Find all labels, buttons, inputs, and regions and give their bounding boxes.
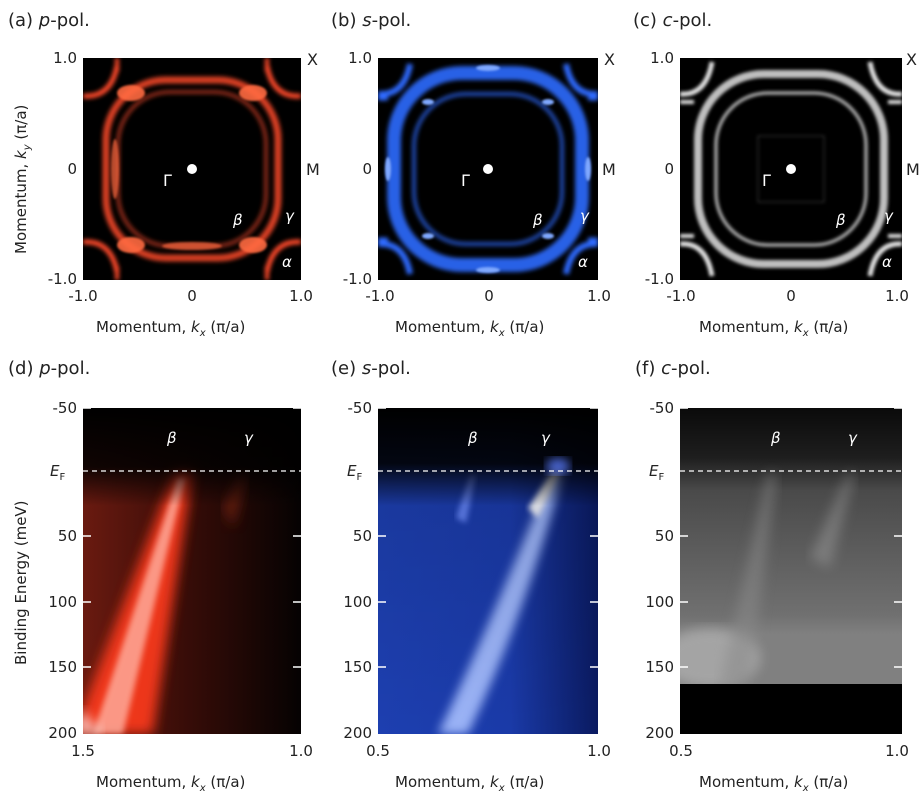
fs-ylabel: Momentum, ky (π/a): [12, 104, 33, 254]
fs-a-alpha-label: α: [282, 253, 292, 271]
band-e-xlabel: Momentum, kx (π/a): [395, 773, 545, 794]
fs-a-M-label: M: [306, 160, 320, 179]
band-d-beta-label: β: [167, 429, 177, 447]
fs-b-gamma-label: Γ: [461, 171, 470, 190]
panel-f-title: (f) c-pol.: [635, 358, 711, 379]
band-f-ytick-m50: -50: [649, 399, 675, 417]
band-f-xlabel: Momentum, kx (π/a): [699, 773, 849, 794]
band-dispersion-plot-f: [680, 408, 902, 734]
band-d-xlabel: Momentum, kx (π/a): [96, 773, 246, 794]
fs-a-beta-label: β: [233, 211, 243, 229]
fs-a-xtick-mid: 0: [187, 287, 197, 305]
band-e-xtick-right: 1.0: [587, 742, 611, 760]
fs-c-gamma-label: Γ: [762, 171, 771, 190]
band-d-ytick-100: 100: [48, 593, 77, 611]
band-e-ytick-50: 50: [352, 527, 372, 545]
band-e-beta-label: β: [468, 429, 478, 447]
fs-b-beta-label: β: [533, 211, 543, 229]
band-d-ytick-m50: -50: [52, 399, 78, 417]
fs-a-xtick-right: 1.0: [289, 287, 313, 305]
band-f-xtick-left: 0.5: [669, 742, 693, 760]
band-d-gamma-label: γ: [244, 429, 253, 447]
fs-c-X-label: X: [906, 50, 917, 69]
fs-b-xlabel: Momentum, kx (π/a): [395, 318, 545, 339]
band-e-ef-label: EF: [347, 462, 363, 483]
fs-c-ytick-bottom: -1.0: [644, 270, 674, 288]
gamma-point-marker: [483, 164, 493, 174]
fs-c-beta-label: β: [836, 211, 846, 229]
panel-c-title: (c) c-pol.: [633, 10, 713, 31]
fs-b-X-label: X: [604, 50, 615, 69]
fs-c-xtick-mid: 0: [786, 287, 796, 305]
panel-e-title: (e) s-pol.: [331, 358, 411, 379]
fs-a-X-label: X: [307, 50, 318, 69]
band-dispersion-plot-d: [83, 408, 301, 734]
band-d-ytick-50: 50: [57, 527, 77, 545]
band-f-ef-label: EF: [649, 462, 665, 483]
fs-b-ytick-bottom: -1.0: [342, 270, 372, 288]
band-e-ytick-150: 150: [343, 658, 372, 676]
band-e-xtick-left: 0.5: [366, 742, 390, 760]
band-f-gamma-label: γ: [848, 429, 857, 447]
fs-a-ytick-top: 1.0: [53, 49, 77, 67]
fs-a-xtick-left: -1.0: [68, 287, 98, 305]
fs-b-xtick-left: -1.0: [365, 287, 395, 305]
fs-c-xlabel: Momentum, kx (π/a): [699, 318, 849, 339]
fs-b-ytick-top: 1.0: [348, 49, 372, 67]
fs-c-xtick-right: 1.0: [885, 287, 909, 305]
band-f-ytick-100: 100: [645, 593, 674, 611]
band-e-ytick-m50: -50: [347, 399, 373, 417]
panel-a-title: (a) p-pol.: [8, 10, 90, 31]
fs-a-ytick-mid: 0: [67, 160, 77, 178]
fs-a-gamma-band-label: γ: [285, 207, 294, 225]
band-ylabel: Binding Energy (meV): [12, 500, 30, 665]
fermi-surface-plot-c: [680, 58, 902, 280]
panel-b-title: (b) s-pol.: [331, 10, 412, 31]
fs-c-ytick-top: 1.0: [650, 49, 674, 67]
fs-a-xlabel: Momentum, kx (π/a): [96, 318, 246, 339]
panel-d-title: (d) p-pol.: [8, 358, 91, 379]
band-f-beta-label: β: [771, 429, 781, 447]
band-dispersion-plot-e: [378, 408, 598, 734]
band-f-ytick-50: 50: [654, 527, 674, 545]
fs-b-alpha-label: α: [578, 253, 588, 271]
fs-a-gamma-label: Γ: [163, 171, 172, 190]
fs-c-alpha-label: α: [882, 253, 892, 271]
gamma-point-marker: [187, 164, 197, 174]
band-f-xtick-right: 1.0: [885, 742, 909, 760]
fs-a-ytick-bottom: -1.0: [47, 270, 77, 288]
fs-b-gamma-band-label: γ: [580, 207, 589, 225]
band-f-ytick-200: 200: [645, 724, 674, 742]
fermi-surface-plot-a: [83, 58, 301, 280]
band-e-ytick-100: 100: [343, 593, 372, 611]
fs-b-M-label: M: [602, 160, 616, 179]
band-d-ytick-150: 150: [48, 658, 77, 676]
band-d-xtick-right: 1.0: [289, 742, 313, 760]
fs-c-xtick-left: -1.0: [666, 287, 696, 305]
band-d-ef-label: EF: [50, 462, 66, 483]
fs-c-gamma-band-label: γ: [884, 207, 893, 225]
fermi-surface-plot-b: [378, 58, 598, 280]
band-e-gamma-label: γ: [541, 429, 550, 447]
fs-c-M-label: M: [906, 160, 920, 179]
band-e-ytick-200: 200: [343, 724, 372, 742]
fs-b-ytick-mid: 0: [362, 160, 372, 178]
gamma-point-marker: [786, 164, 796, 174]
band-d-xtick-left: 1.5: [71, 742, 95, 760]
fs-b-xtick-mid: 0: [484, 287, 494, 305]
band-f-ytick-150: 150: [645, 658, 674, 676]
band-d-ytick-200: 200: [48, 724, 77, 742]
fs-b-xtick-right: 1.0: [587, 287, 611, 305]
fs-c-ytick-mid: 0: [664, 160, 674, 178]
